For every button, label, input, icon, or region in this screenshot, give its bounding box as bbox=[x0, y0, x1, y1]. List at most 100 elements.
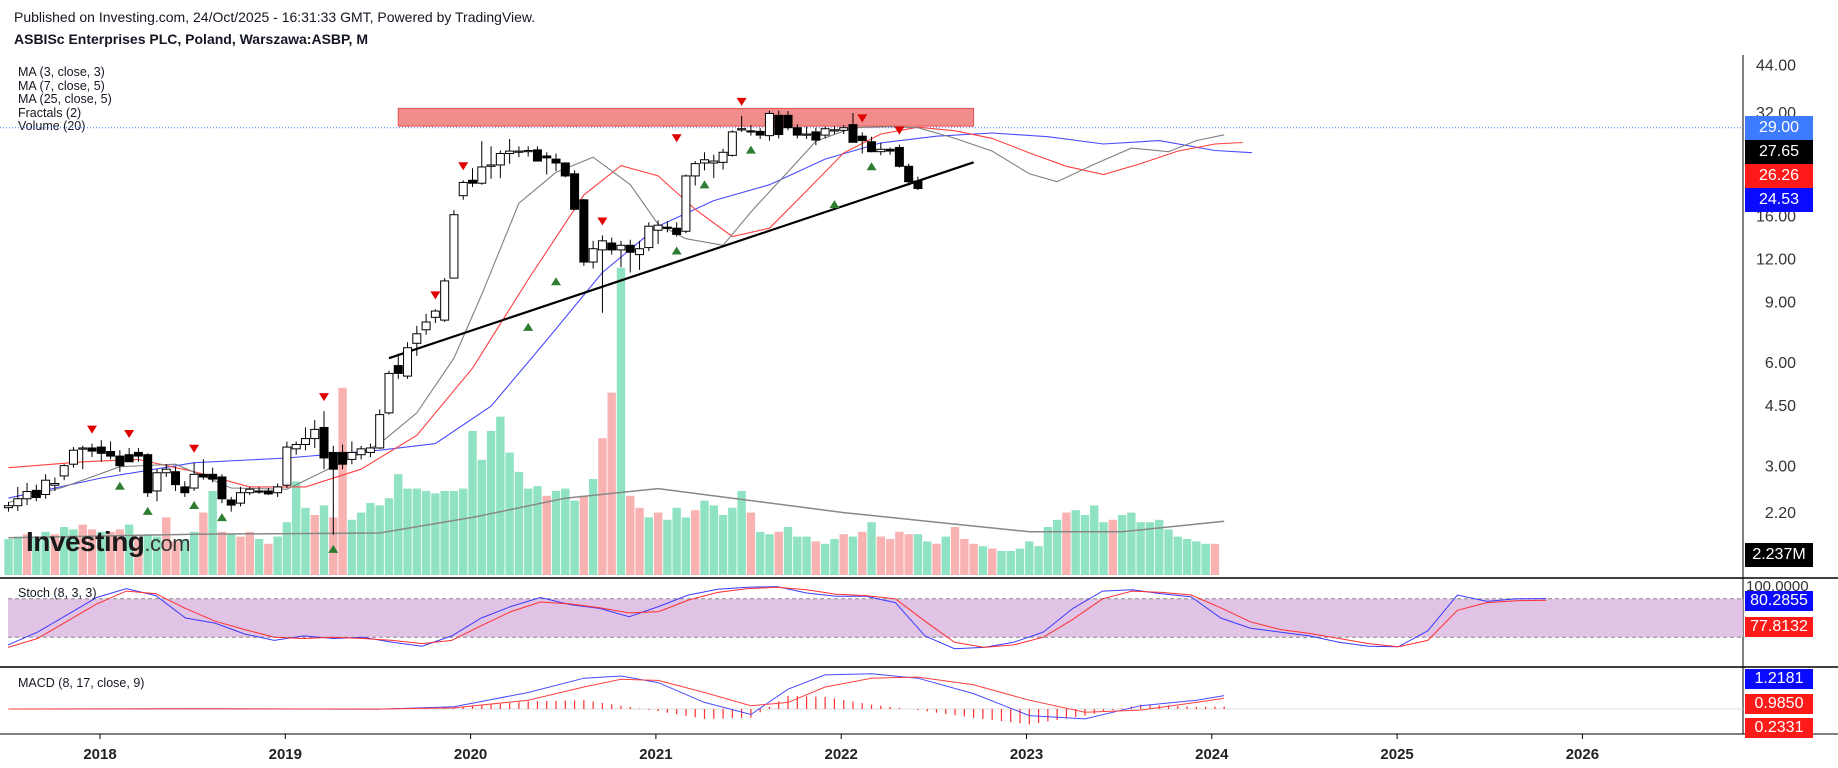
volume-bar bbox=[876, 536, 886, 575]
candle-down bbox=[338, 451, 348, 465]
time-axis-label: 2023 bbox=[1010, 746, 1043, 763]
candle-up bbox=[458, 181, 468, 197]
indicator-ma3-label[interactable]: MA (3, close, 3) bbox=[18, 65, 105, 79]
candle-up bbox=[412, 333, 422, 344]
candle-up bbox=[495, 153, 505, 166]
volume-bar bbox=[69, 529, 78, 575]
indicator-volume-label[interactable]: Volume (20) bbox=[18, 119, 86, 133]
volume-bar bbox=[765, 534, 774, 575]
volume-bar bbox=[839, 534, 848, 575]
candle-down bbox=[198, 473, 208, 478]
volume-bar bbox=[1025, 541, 1034, 575]
volume-bar bbox=[737, 491, 746, 575]
candle-down bbox=[551, 158, 561, 164]
candle-up bbox=[597, 240, 607, 251]
candle-down bbox=[672, 227, 682, 235]
candle-down bbox=[328, 451, 338, 470]
volume-bar bbox=[774, 531, 783, 575]
volume-bar bbox=[653, 512, 663, 575]
volume-bar bbox=[264, 543, 273, 575]
candle-up bbox=[152, 472, 162, 492]
candle-up bbox=[189, 473, 199, 489]
candle-up bbox=[700, 159, 709, 164]
volume-bar bbox=[1090, 505, 1099, 575]
volume-bar bbox=[904, 534, 913, 575]
fractal-low-marker bbox=[829, 200, 840, 209]
volume-bar bbox=[1210, 543, 1220, 575]
resistance-zone bbox=[397, 107, 975, 127]
volume-bar bbox=[1043, 527, 1053, 575]
candle-up bbox=[764, 112, 774, 137]
fractal-high-marker bbox=[857, 114, 868, 123]
candle-down bbox=[171, 471, 181, 486]
candle-down bbox=[783, 114, 793, 129]
time-axis-label: 2024 bbox=[1195, 746, 1229, 763]
volume-bar bbox=[59, 527, 69, 575]
volume-bar bbox=[755, 531, 765, 575]
stoch-title[interactable]: Stoch (8, 3, 3) bbox=[18, 586, 97, 600]
fractal-low-marker bbox=[745, 145, 756, 154]
candle-up bbox=[839, 127, 849, 131]
indicator-fractals-label[interactable]: Fractals (2) bbox=[18, 105, 82, 120]
volume-bar bbox=[208, 491, 217, 575]
volume-bar bbox=[227, 534, 236, 575]
fractal-high-marker bbox=[87, 425, 98, 434]
volume-bar bbox=[551, 491, 561, 575]
ma3-value-tag: 27.65 bbox=[1745, 140, 1813, 164]
volume-bar bbox=[644, 517, 654, 575]
volume-bar bbox=[124, 524, 134, 575]
volume-bar bbox=[700, 500, 709, 575]
volume-bar bbox=[403, 488, 412, 575]
candle-up bbox=[449, 214, 459, 279]
candle-down bbox=[542, 155, 552, 159]
candle-down bbox=[133, 451, 143, 457]
volume-bar bbox=[496, 416, 505, 575]
price-axis-tick: 4.50 bbox=[1765, 398, 1796, 415]
candle-down bbox=[31, 489, 41, 499]
candle-up bbox=[13, 498, 23, 507]
indicator-ma25-label[interactable]: MA (25, close, 5) bbox=[18, 92, 112, 106]
volume-bar bbox=[1117, 515, 1127, 575]
candle-up bbox=[477, 166, 487, 184]
volume-bar bbox=[960, 539, 969, 575]
candle-down bbox=[87, 447, 97, 452]
indicator-ma7-label[interactable]: MA (7, close, 5) bbox=[18, 78, 105, 93]
candle-down bbox=[755, 130, 765, 136]
volume-bar bbox=[236, 536, 245, 575]
volume-bar bbox=[4, 539, 13, 575]
candle-up bbox=[384, 372, 394, 414]
volume-bar bbox=[310, 515, 319, 575]
volume-bar bbox=[1108, 519, 1118, 575]
macd-hist-tag: 0.2331 bbox=[1745, 718, 1813, 738]
volume-bar bbox=[1062, 512, 1071, 575]
volume-bar bbox=[1034, 546, 1043, 575]
candle-up bbox=[403, 347, 413, 377]
candle-down bbox=[857, 135, 867, 142]
volume-bar bbox=[1155, 519, 1164, 575]
fractal-low-marker bbox=[216, 513, 227, 522]
volume-bar bbox=[254, 539, 264, 575]
volume-bar bbox=[746, 512, 756, 575]
volume-bar bbox=[820, 543, 830, 575]
volume-bar bbox=[607, 392, 616, 575]
stoch-d-line bbox=[7, 586, 1547, 648]
candle-down bbox=[560, 162, 570, 177]
volume-bar bbox=[793, 536, 802, 575]
volume-bar bbox=[978, 546, 988, 575]
volume-bar bbox=[691, 510, 700, 575]
candle-up bbox=[876, 148, 886, 153]
volume-bar bbox=[681, 517, 691, 575]
volume-bar bbox=[523, 488, 533, 575]
candle-up bbox=[727, 131, 737, 156]
macd-line-tag: 1.2181 bbox=[1745, 669, 1813, 689]
fractal-low-marker bbox=[866, 162, 877, 171]
price-axis-tick: 9.00 bbox=[1765, 295, 1796, 312]
candle-up bbox=[514, 150, 524, 153]
candle-up bbox=[709, 160, 719, 164]
volume-bar bbox=[106, 531, 115, 575]
ma25-value-tag: 24.53 bbox=[1745, 188, 1813, 212]
volume-bar bbox=[366, 503, 375, 575]
volume-bar bbox=[672, 507, 681, 575]
macd-title[interactable]: MACD (8, 17, close, 9) bbox=[18, 676, 145, 690]
